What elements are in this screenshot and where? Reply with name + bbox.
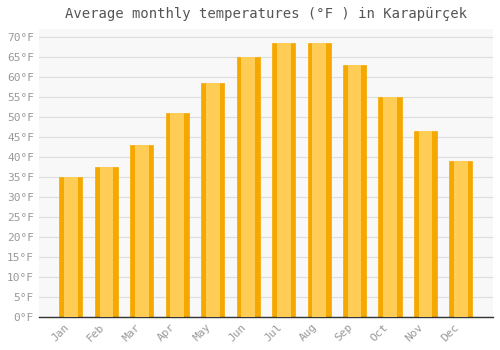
Bar (450, 161, 472, 317)
Bar (414, 131, 437, 317)
Bar (100, 167, 114, 317)
Bar (383, 97, 397, 317)
Bar (166, 113, 189, 317)
Bar (348, 65, 362, 317)
Bar (206, 83, 220, 317)
Bar (135, 145, 149, 317)
Bar (272, 43, 295, 317)
Bar (454, 161, 468, 317)
Bar (276, 43, 290, 317)
Bar (242, 57, 255, 317)
Bar (95, 167, 118, 317)
Bar (378, 97, 402, 317)
Bar (60, 177, 82, 317)
Bar (64, 177, 78, 317)
Bar (418, 131, 432, 317)
Bar (170, 113, 184, 317)
Bar (308, 43, 330, 317)
Title: Average monthly temperatures (°F ) in Karapürçek: Average monthly temperatures (°F ) in Ka… (65, 7, 467, 21)
Bar (343, 65, 366, 317)
Bar (201, 83, 224, 317)
Bar (236, 57, 260, 317)
Bar (312, 43, 326, 317)
Bar (130, 145, 154, 317)
